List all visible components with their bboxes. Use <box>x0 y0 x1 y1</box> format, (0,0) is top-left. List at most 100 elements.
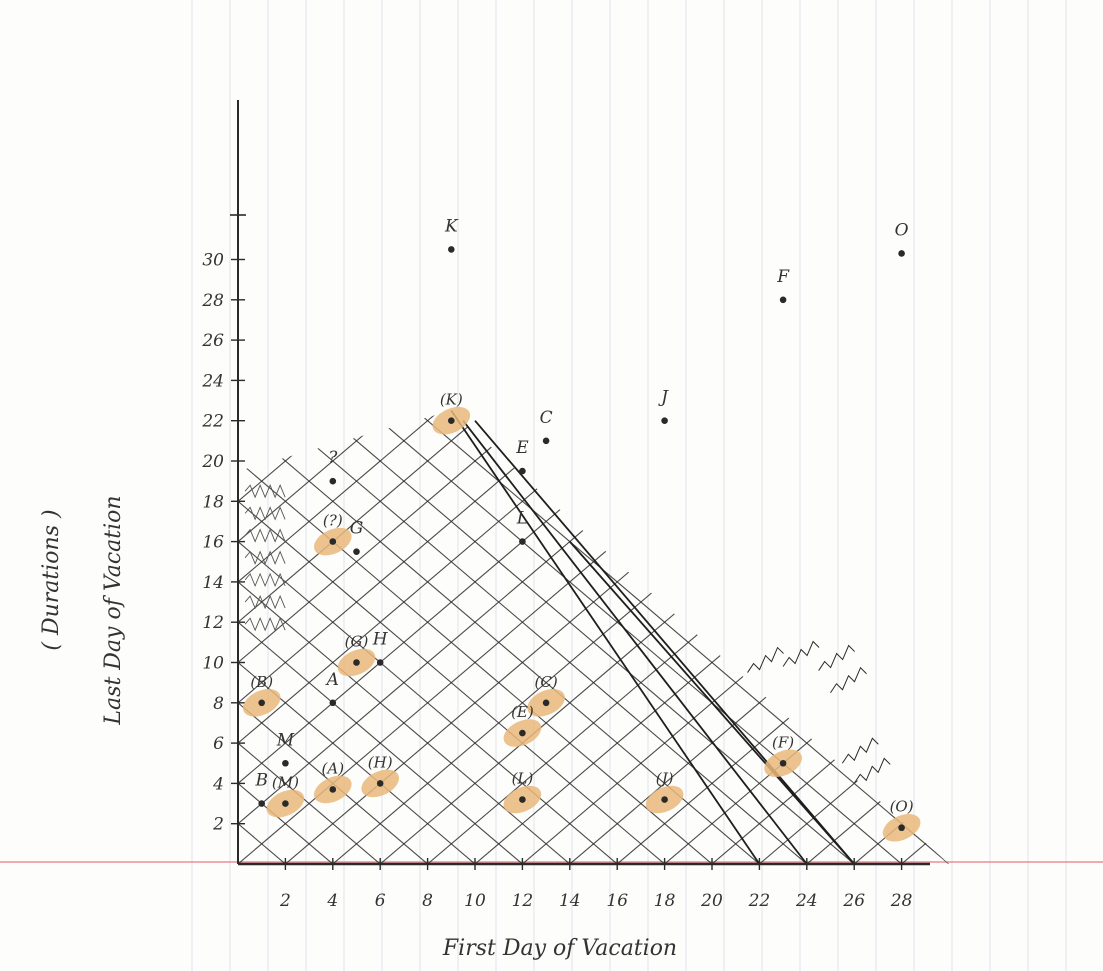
hatch-line <box>238 410 949 422</box>
hatch-line <box>238 410 949 583</box>
y-tick-label: 6 <box>213 734 224 754</box>
hatch-line <box>238 742 949 864</box>
original-point-label: J <box>658 388 669 408</box>
hatch-lines <box>238 0 949 864</box>
original-point <box>376 659 384 666</box>
x-tick-label: 20 <box>700 891 723 911</box>
transformed-point <box>661 796 668 803</box>
hatch-line <box>238 410 949 864</box>
hatch-line <box>238 0 949 380</box>
transformed-point <box>329 786 337 793</box>
hatch-line <box>238 410 949 583</box>
y-tick-label: 12 <box>202 613 224 633</box>
scribble <box>244 528 286 543</box>
hatch-line <box>238 420 949 864</box>
original-point <box>519 538 526 545</box>
transformed-point <box>329 538 337 545</box>
hatch-line <box>238 621 949 864</box>
original-point <box>519 467 526 475</box>
scribble <box>244 617 286 632</box>
y-tick-label: 18 <box>202 492 224 512</box>
heavy-diagonal <box>569 541 855 865</box>
hatch-line <box>238 0 949 340</box>
hatch-line <box>238 410 949 502</box>
scribble <box>244 550 286 565</box>
x-tick-label: 8 <box>422 891 433 911</box>
transformed-point-label: (M) <box>272 774 299 792</box>
hatch-line <box>238 662 949 864</box>
original-point <box>448 246 455 253</box>
original-point-label: K <box>444 216 459 236</box>
hatch-line <box>238 0 949 98</box>
hatch-line <box>238 410 949 864</box>
original-point <box>779 296 787 304</box>
hatch-line <box>238 410 949 784</box>
transformed-point-label: (H) <box>368 753 393 771</box>
original-point-label: ? <box>328 448 338 468</box>
hatch-line <box>238 0 949 340</box>
original-point-label: B <box>254 771 268 791</box>
hatch-line <box>238 460 949 864</box>
scribble <box>830 666 867 694</box>
hatch-line <box>238 410 949 462</box>
original-point <box>329 699 337 707</box>
hatch-line <box>238 410 949 825</box>
transformed-point <box>282 800 289 807</box>
transformed-point-label: (E) <box>511 703 534 721</box>
x-tick-label: 14 <box>559 891 581 911</box>
transformed-point <box>376 780 384 787</box>
original-point <box>542 437 550 445</box>
original-point-label: L <box>516 509 528 529</box>
y-tick-label: 24 <box>201 371 224 391</box>
hatch-line <box>238 0 949 18</box>
hatch-line <box>238 0 949 58</box>
x-tick-label: 22 <box>748 891 771 911</box>
axis-labels: First Day of Vacation Last Day of Vacati… <box>39 495 677 961</box>
original-point <box>258 800 266 807</box>
axes: 2 4 6 8 10 12 14 16 18 20 22 24 26 282468101214161820… <box>201 100 930 911</box>
hatch-line <box>238 410 949 543</box>
x-tick-label: 24 <box>795 891 818 911</box>
hatch-line <box>238 410 949 543</box>
scribble <box>244 506 286 521</box>
x-tick-label: 18 <box>654 891 676 911</box>
hatch-line <box>238 0 949 300</box>
original-point-label: M <box>276 730 295 750</box>
x-tick-label: 2 <box>279 891 291 911</box>
hatch-line <box>238 410 949 744</box>
transformed-point <box>542 699 550 707</box>
transformed-point-label: (K) <box>440 391 463 409</box>
original-point <box>898 250 905 257</box>
x-tick-label: 10 <box>464 891 486 911</box>
transformed-point-label: (O) <box>890 798 914 816</box>
hatch-line <box>238 410 949 663</box>
hatch-line <box>238 0 949 380</box>
original-point-label: G <box>350 519 364 539</box>
original-point <box>329 477 337 485</box>
x-tick-label: 4 <box>326 891 338 911</box>
transformed-point-label: (G) <box>345 633 369 651</box>
hatch-line <box>238 0 949 300</box>
y-tick-label: 14 <box>202 573 224 593</box>
transformed-point-label: (B) <box>250 673 273 691</box>
hatch-line <box>238 541 949 864</box>
transformed-point-label: (J) <box>656 770 674 788</box>
hatch-line <box>238 410 949 422</box>
hatch-line <box>238 410 949 462</box>
original-point-label: F <box>776 267 790 287</box>
y-tick-label: 22 <box>201 412 224 432</box>
hatch-line <box>238 581 949 864</box>
heavy-diagonal <box>462 420 808 865</box>
original-point-label: E <box>515 438 529 458</box>
y-tick-label: 30 <box>202 251 224 271</box>
original-point-label: A <box>325 670 339 690</box>
x-tick-label: 28 <box>890 891 913 911</box>
hatch-line <box>238 541 949 864</box>
original-point <box>353 548 360 555</box>
hatch-line <box>238 662 949 864</box>
hatch-line <box>238 702 949 864</box>
hatched-region <box>238 0 949 865</box>
transformed-point <box>779 759 787 767</box>
y-tick-label: 4 <box>212 774 224 794</box>
heavy-diagonal <box>474 420 855 865</box>
